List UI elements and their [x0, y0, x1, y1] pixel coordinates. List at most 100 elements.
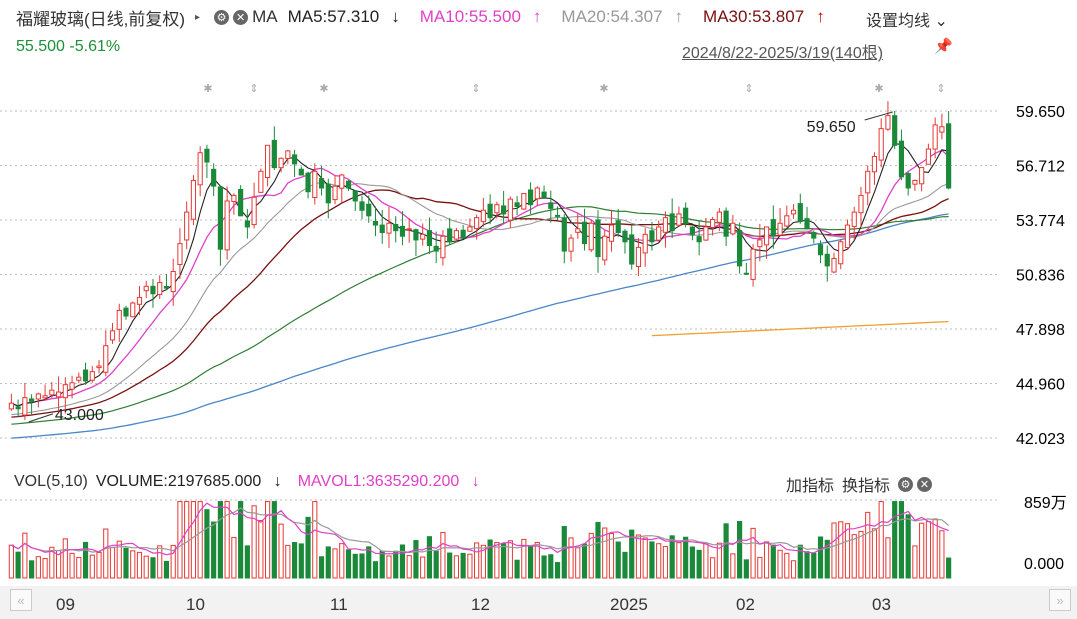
volume-bar: [892, 501, 898, 579]
volume-bar: [905, 514, 911, 579]
volume-bar: [251, 505, 257, 579]
volume-bar: [163, 560, 170, 579]
volume-close-icon[interactable]: ✕: [917, 476, 933, 492]
candle-body: [757, 239, 763, 248]
candle-body: [150, 285, 156, 295]
volume-bar: [730, 553, 736, 579]
volume-bar: [467, 553, 473, 579]
ma20-value: MA20:54.307 ↑: [561, 7, 693, 27]
candle-body: [925, 148, 931, 165]
volume-bar: [231, 536, 237, 579]
ma120-line: [11, 213, 949, 439]
volume-bar: [824, 539, 830, 579]
ma10-line: [11, 149, 950, 407]
volume-bar: [642, 537, 648, 579]
candle-body: [116, 309, 122, 330]
volume-bar: [265, 501, 271, 579]
volume-bar: [588, 532, 594, 579]
stock-title[interactable]: 福耀玻璃(日线,前复权): [16, 9, 186, 29]
candle-body: [312, 170, 318, 198]
candle-body: [844, 224, 851, 249]
ma20-line: [11, 181, 949, 416]
candle-body: [905, 172, 911, 189]
scroll-right-button[interactable]: »: [1049, 589, 1071, 611]
candle-body: [649, 230, 655, 243]
ma30-value: MA30:53.807 ↑: [703, 7, 835, 27]
gear-icon[interactable]: ⚙: [214, 9, 230, 25]
volume-bar: [689, 546, 695, 579]
candle-body: [608, 224, 615, 242]
volume-bar: [662, 546, 669, 579]
candle-body: [514, 202, 520, 208]
volume-bar: [217, 501, 223, 579]
volume-bar: [656, 543, 662, 579]
candle-body: [912, 180, 918, 185]
volume-bar: [89, 554, 95, 579]
candle-body: [339, 174, 345, 189]
volume-bar: [170, 544, 176, 579]
candle-body: [197, 152, 203, 186]
candle-body: [278, 157, 284, 169]
volume-gear-icon[interactable]: ⚙: [898, 476, 914, 492]
volume-bar: [790, 560, 797, 579]
mavol-value: MAVOL1:3635290.200 ↓: [298, 473, 488, 491]
volume-bar: [8, 544, 14, 579]
candle-body: [831, 257, 837, 273]
volume-bar: [878, 501, 884, 579]
pin-icon[interactable]: 📌: [934, 38, 953, 55]
volume-bar: [109, 547, 116, 579]
candle-body: [42, 395, 48, 399]
volume-bar: [238, 501, 244, 579]
time-axis-label: 11: [330, 595, 348, 614]
switch-indicator-button[interactable]: 换指标: [842, 478, 891, 495]
event-marker: ⇕: [936, 83, 945, 95]
ma-settings-button[interactable]: 设置均线 ⌄: [866, 13, 948, 30]
close-icon[interactable]: ✕: [233, 9, 249, 25]
candle-body: [696, 236, 702, 243]
candle-body: [507, 198, 513, 221]
volume-bar: [494, 542, 500, 579]
time-axis-bar: [0, 586, 1077, 619]
scroll-left-button[interactable]: «: [10, 589, 32, 611]
candle-body: [318, 178, 325, 189]
volume-bar: [527, 545, 534, 579]
ma20-arrow: ↑: [674, 7, 684, 26]
candle-body: [224, 200, 230, 251]
high-label: 59.650: [807, 119, 856, 136]
candle-body: [689, 226, 695, 235]
volume-bar: [339, 543, 345, 579]
volume-bar: [447, 552, 453, 579]
volume-bar: [487, 539, 493, 579]
volume-bar: [838, 521, 844, 579]
candle-body: [372, 220, 379, 226]
volume-bar: [696, 549, 702, 579]
low-label: 43.000: [55, 407, 104, 424]
time-axis-label: 2025: [610, 595, 648, 614]
low-pointer: [28, 413, 54, 423]
caret-icon[interactable]: ▸: [195, 11, 201, 23]
candle-body: [824, 253, 830, 267]
candle-body: [177, 243, 183, 266]
volume-bar: [939, 530, 945, 579]
date-range[interactable]: 2024/8/22-2025/3/19(140根): [682, 45, 884, 62]
candle-body: [797, 203, 803, 222]
add-indicator-button[interactable]: 加指标: [786, 478, 835, 495]
volume-tick-label: 0.000: [1024, 556, 1064, 573]
price-tick-label: 50.836: [1016, 268, 1065, 285]
candle-body: [258, 170, 264, 193]
volume-bar: [204, 509, 210, 579]
candle-body: [885, 115, 891, 130]
volume-bar: [433, 550, 439, 579]
volume-bar: [393, 550, 399, 579]
volume-bar: [669, 535, 675, 579]
volume-value: VOLUME:2197685.000 ↓: [96, 473, 290, 491]
candle-body: [629, 234, 635, 265]
volume-bar: [318, 556, 325, 579]
volume-bar: [548, 554, 554, 579]
ma10-text: MA10:55.500: [419, 7, 521, 26]
candle-body: [440, 235, 446, 259]
candle-body: [622, 230, 628, 243]
volume-bar: [285, 544, 291, 579]
volume-bar: [136, 551, 143, 579]
